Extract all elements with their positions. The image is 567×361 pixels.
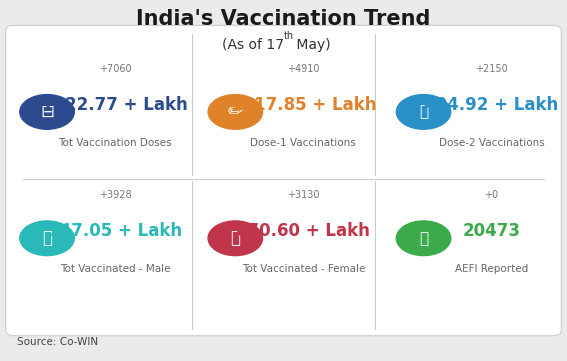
Text: Source: Co-WIN: Source: Co-WIN	[17, 336, 98, 347]
Text: ✏: ✏	[228, 103, 243, 121]
Text: +7060: +7060	[99, 64, 132, 74]
Text: 1822.77 + Lakh: 1822.77 + Lakh	[42, 96, 188, 114]
Circle shape	[208, 95, 263, 129]
Text: 747.05 + Lakh: 747.05 + Lakh	[48, 222, 182, 240]
Text: 📋: 📋	[419, 231, 428, 246]
Text: 👤: 👤	[42, 229, 52, 247]
Text: May): May)	[292, 38, 331, 52]
Text: 👤: 👤	[230, 229, 240, 247]
Text: 670.60 + Lakh: 670.60 + Lakh	[236, 222, 370, 240]
Text: th: th	[284, 31, 294, 42]
Text: +3928: +3928	[99, 190, 132, 200]
Text: 1417.85 + Lakh: 1417.85 + Lakh	[231, 96, 376, 114]
Text: +3130: +3130	[287, 190, 320, 200]
Text: Tot Vaccinated - Male: Tot Vaccinated - Male	[60, 264, 170, 274]
Text: Dose-2 Vaccinations: Dose-2 Vaccinations	[439, 138, 544, 148]
Text: +0: +0	[485, 190, 498, 200]
Text: India's Vaccination Trend: India's Vaccination Trend	[136, 9, 431, 29]
Text: (As of 17: (As of 17	[222, 38, 284, 52]
Text: Tot Vaccination Doses: Tot Vaccination Doses	[58, 138, 172, 148]
FancyBboxPatch shape	[6, 25, 561, 336]
Text: Dose-1 Vaccinations: Dose-1 Vaccinations	[251, 138, 356, 148]
Text: 💉: 💉	[419, 104, 428, 119]
Text: AEFI Reported: AEFI Reported	[455, 264, 528, 274]
Text: 404.92 + Lakh: 404.92 + Lakh	[425, 96, 558, 114]
Circle shape	[396, 95, 451, 129]
Text: 20473: 20473	[463, 222, 521, 240]
Text: +2150: +2150	[475, 64, 508, 74]
Circle shape	[20, 95, 74, 129]
Text: ⊟: ⊟	[40, 103, 54, 121]
Text: +4910: +4910	[287, 64, 320, 74]
Circle shape	[20, 221, 74, 256]
Text: Tot Vaccinated - Female: Tot Vaccinated - Female	[242, 264, 365, 274]
Circle shape	[396, 221, 451, 256]
Circle shape	[208, 221, 263, 256]
